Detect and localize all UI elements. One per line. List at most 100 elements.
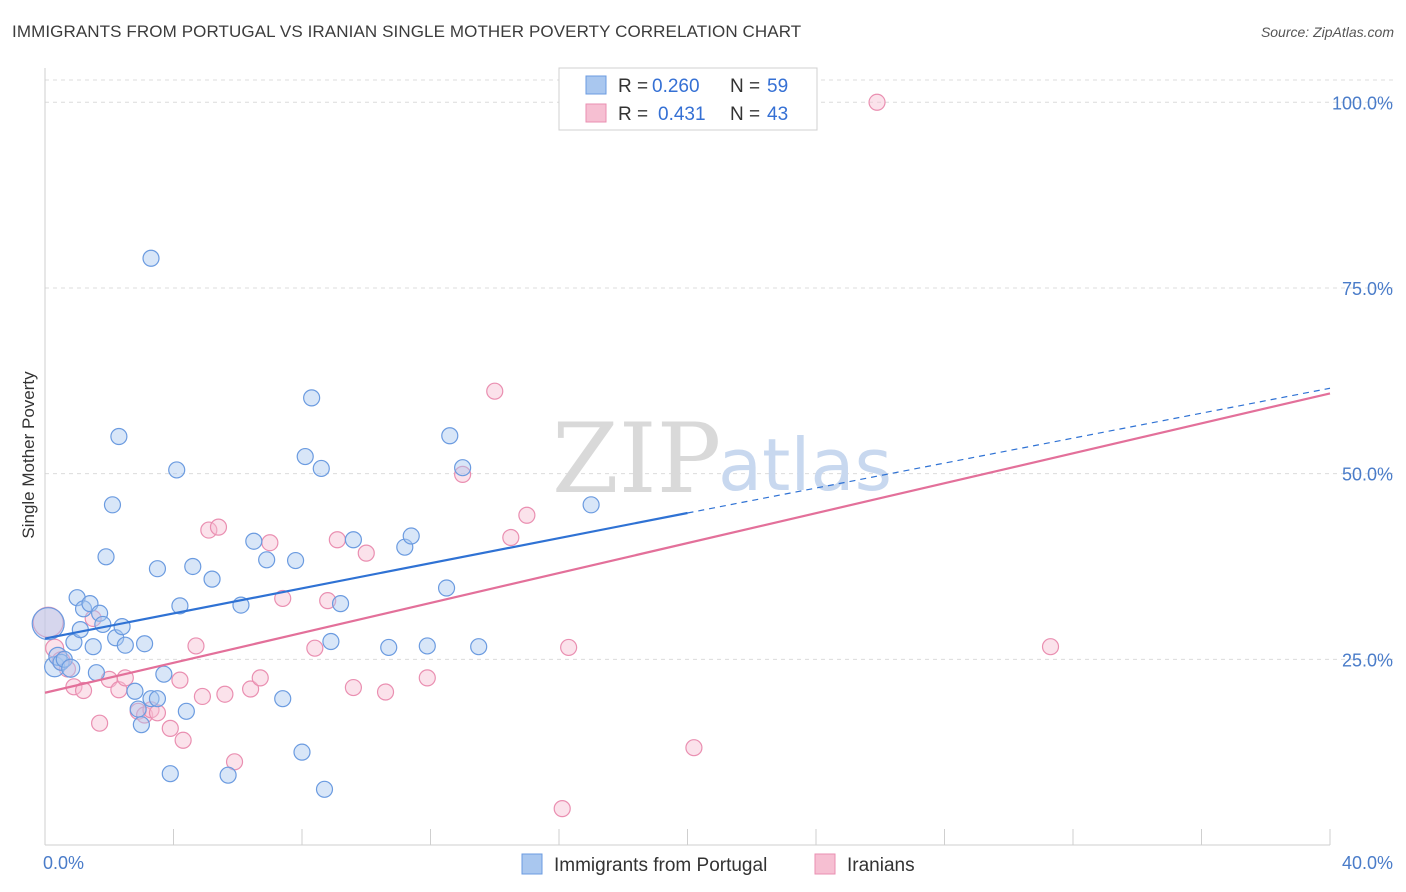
legend: R = 0.260 N = 59 R = 0.431 N = 43 — [558, 67, 818, 131]
legend-n-value-blue: 59 — [767, 76, 788, 97]
data-point — [148, 704, 167, 722]
data-point — [286, 551, 305, 570]
data-point — [518, 506, 536, 524]
data-point — [357, 544, 375, 562]
data-point — [319, 592, 337, 610]
data-point — [261, 534, 279, 552]
data-point — [148, 690, 167, 708]
y-tick-label: 50.0% — [1342, 465, 1393, 485]
data-point — [331, 595, 350, 613]
watermark-atlas: atlas — [718, 423, 892, 507]
data-point — [209, 518, 228, 536]
data-point — [685, 739, 703, 757]
legend-n-label-blue: N = — [730, 76, 760, 97]
chart-title: IMMIGRANTS FROM PORTUGAL VS IRANIAN SING… — [12, 22, 802, 41]
legend-swatch-blue — [585, 75, 607, 95]
data-point — [251, 669, 269, 687]
data-point — [437, 579, 456, 597]
data-point — [97, 548, 115, 566]
bottom-legend-label-iranians: Iranians — [847, 855, 915, 876]
data-point — [441, 427, 459, 445]
data-point — [142, 249, 160, 267]
data-point — [315, 780, 334, 798]
x-tick-label: 40.0% — [1342, 853, 1393, 873]
data-point — [74, 681, 93, 700]
bottom-legend-label-portugal: Immigrants from Portugal — [554, 855, 767, 876]
data-point — [184, 557, 202, 576]
legend-r-label-blue: R = — [618, 76, 648, 97]
data-point — [113, 618, 131, 636]
legend-n-label-pink: N = — [730, 104, 760, 125]
bottom-legend-swatch-pink — [814, 853, 836, 875]
data-point — [454, 459, 472, 477]
data-point — [91, 714, 109, 732]
data-point — [322, 632, 340, 651]
data-point — [502, 528, 520, 547]
data-point — [91, 604, 109, 622]
data-point — [402, 527, 420, 545]
data-point — [258, 551, 276, 569]
data-point — [344, 678, 362, 697]
data-point — [94, 615, 112, 634]
data-point — [84, 638, 102, 656]
data-point — [868, 93, 886, 111]
data-point — [553, 800, 571, 818]
data-point — [454, 465, 472, 483]
data-point — [560, 638, 578, 657]
data-point — [132, 716, 150, 734]
data-point — [187, 637, 205, 655]
y-tick-label: 75.0% — [1342, 279, 1393, 299]
grid-lines — [45, 79, 1395, 660]
data-point — [155, 665, 173, 683]
data-point — [116, 636, 134, 654]
data-point — [328, 531, 346, 549]
data-point — [376, 683, 395, 701]
data-point — [171, 597, 189, 615]
data-point — [486, 382, 504, 400]
data-point — [135, 635, 154, 653]
y-tick-labels: 25.0% 50.0% 75.0% 100.0% — [1332, 93, 1393, 670]
data-point — [344, 531, 362, 549]
data-point — [1041, 638, 1060, 656]
data-point — [274, 690, 292, 708]
data-point — [219, 766, 237, 784]
data-point — [203, 570, 221, 588]
bottom-legend: Immigrants from Portugal Iranians — [521, 853, 915, 876]
x-tick-label: 0.0% — [43, 853, 84, 873]
data-point — [303, 389, 321, 407]
data-point — [216, 685, 234, 703]
data-point — [306, 639, 324, 657]
y-tick-label: 25.0% — [1342, 650, 1393, 670]
source-credit: Source: ZipAtlas.com — [1260, 24, 1394, 40]
data-point — [171, 671, 189, 689]
data-point — [52, 653, 70, 671]
data-point — [418, 669, 436, 687]
data-point — [148, 560, 167, 578]
trend-lines — [44, 387, 1331, 694]
watermark-zip: ZIP — [552, 403, 721, 515]
legend-swatch-pink — [585, 103, 607, 123]
data-point — [87, 664, 106, 682]
data-point — [31, 607, 65, 641]
data-point — [582, 496, 600, 514]
data-point — [418, 637, 436, 655]
series-portugal-points — [31, 249, 600, 798]
legend-r-value-blue: 0.260 — [652, 76, 700, 97]
data-point — [142, 690, 160, 708]
trend-line-portugal — [44, 511, 688, 640]
y-tick-label: 100.0% — [1332, 93, 1393, 113]
data-point — [161, 765, 179, 783]
bottom-legend-swatch-blue — [521, 853, 543, 875]
y-axis-label: Single Mother Poverty — [19, 371, 38, 539]
data-point — [200, 521, 218, 539]
data-point — [161, 719, 179, 737]
data-point — [312, 459, 330, 478]
data-point — [245, 532, 263, 550]
x-tick-labels: 0.0% 40.0% — [43, 853, 1393, 873]
legend-r-label-pink: R = — [618, 104, 648, 125]
data-point — [380, 638, 398, 657]
axes — [44, 68, 1331, 846]
data-point — [177, 702, 195, 720]
watermark: ZIP atlas — [552, 403, 892, 515]
